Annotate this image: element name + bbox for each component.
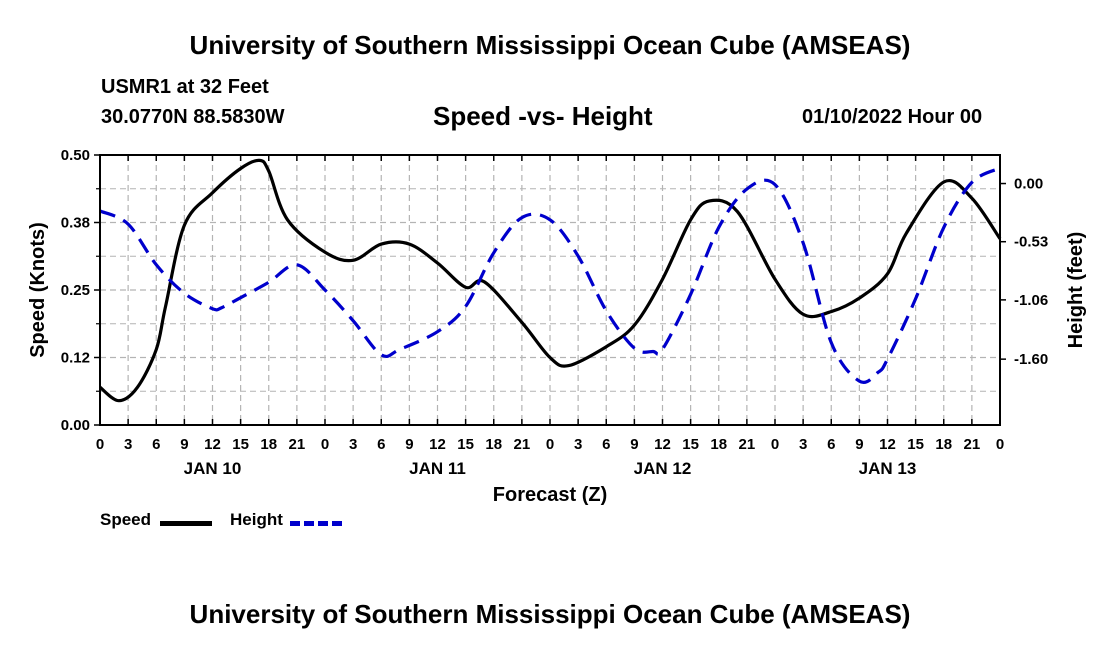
x-tick-label: 6: [602, 436, 610, 453]
y-tick-label: 0.00: [61, 417, 90, 434]
chart-subtitle: Speed -vs- Height: [433, 101, 653, 131]
x-tick-label: 18: [710, 436, 727, 453]
series-line-height: [99, 166, 1001, 384]
x-tick-label: 0: [546, 436, 554, 453]
y-axis-label: Speed (Knots): [27, 222, 49, 358]
x-tick-label: 3: [124, 436, 132, 453]
x-tick-label: 15: [457, 436, 474, 453]
series-line-speed: [98, 158, 1002, 403]
x-tick-label: 15: [907, 436, 924, 453]
x-tick-label: 15: [232, 436, 249, 453]
x-tick-label: 3: [349, 436, 357, 453]
y-tick-label: 0.50: [61, 147, 90, 164]
x-axis-label: Forecast (Z): [493, 484, 607, 506]
x-tick-label: 12: [654, 436, 671, 453]
x-tick-label: 18: [260, 436, 277, 453]
x-tick-label: 0: [771, 436, 779, 453]
day-label: JAN 12: [634, 459, 692, 478]
x-tick-label: 0: [96, 436, 104, 453]
x-tick-label: 9: [405, 436, 413, 453]
day-label: JAN 11: [409, 459, 466, 478]
chart-title: University of Southern Mississippi Ocean…: [189, 30, 911, 60]
day-label: JAN 13: [859, 459, 917, 478]
x-tick-label: 9: [630, 436, 638, 453]
legend-speed-label: Speed: [100, 510, 152, 529]
x-tick-label: 21: [739, 436, 756, 453]
x-tick-label: 18: [935, 436, 952, 453]
y-tick-label: 0.25: [61, 282, 90, 299]
legend-speed-swatch: [160, 521, 212, 526]
station-coordinates: 30.0770N 88.5830W: [101, 106, 285, 128]
x-tick-label: 3: [799, 436, 807, 453]
station-label: USMR1 at 32 Feet: [101, 76, 269, 98]
footer-title: University of Southern Mississippi Ocean…: [189, 599, 911, 629]
x-tick-label: 3: [574, 436, 582, 453]
x-tick-label: 0: [321, 436, 329, 453]
x-tick-label: 18: [485, 436, 502, 453]
day-label: JAN 10: [184, 459, 242, 478]
y2-tick-label: -0.53: [1014, 234, 1048, 251]
x-tick-label: 9: [855, 436, 863, 453]
x-tick-label: 6: [152, 436, 160, 453]
y-tick-label: 0.12: [61, 350, 90, 367]
x-tick-label: 12: [204, 436, 221, 453]
x-tick-label: 6: [827, 436, 835, 453]
x-tick-label: 21: [289, 436, 306, 453]
legend-height-label: Height: [230, 510, 283, 529]
x-tick-label: 6: [377, 436, 385, 453]
legend-height-swatch: [290, 521, 342, 526]
x-tick-label: 21: [514, 436, 531, 453]
y2-tick-label: -1.06: [1014, 292, 1048, 309]
x-tick-label: 12: [879, 436, 896, 453]
y2-tick-label: -1.60: [1014, 351, 1048, 368]
x-tick-label: 12: [429, 436, 446, 453]
x-tick-label: 0: [996, 436, 1004, 453]
y-tick-label: 0.38: [61, 215, 90, 232]
x-tick-label: 15: [682, 436, 699, 453]
x-tick-label: 21: [964, 436, 981, 453]
forecast-datetime: 01/10/2022 Hour 00: [802, 106, 983, 128]
x-tick-label: 9: [180, 436, 188, 453]
y2-axis-label: Height (feet): [1065, 232, 1087, 349]
y2-tick-label: 0.00: [1014, 176, 1043, 193]
